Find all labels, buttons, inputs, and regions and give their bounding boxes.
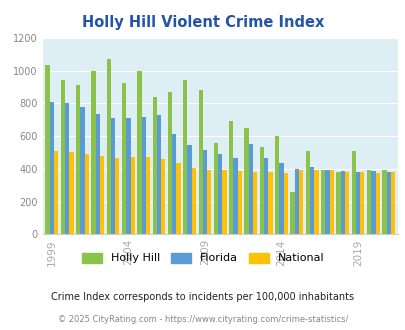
Bar	[141, 117, 145, 234]
Text: Holly Hill Violent Crime Index: Holly Hill Violent Crime Index	[82, 15, 323, 30]
Bar	[237, 171, 241, 234]
Bar	[115, 158, 119, 234]
Bar	[305, 151, 309, 234]
Bar	[187, 145, 191, 234]
Bar	[283, 173, 287, 234]
Bar	[95, 114, 100, 234]
Bar	[161, 159, 165, 234]
Bar	[340, 171, 344, 234]
Bar	[366, 171, 370, 234]
Bar	[298, 171, 303, 234]
Bar	[45, 65, 49, 234]
Bar	[390, 172, 394, 234]
Bar	[122, 83, 126, 234]
Legend: Holly Hill, Florida, National: Holly Hill, Florida, National	[81, 253, 324, 263]
Bar	[202, 150, 207, 234]
Text: Crime Index corresponds to incidents per 100,000 inhabitants: Crime Index corresponds to incidents per…	[51, 292, 354, 302]
Bar	[107, 59, 111, 234]
Bar	[263, 158, 268, 234]
Bar	[386, 172, 390, 234]
Bar	[344, 172, 348, 234]
Bar	[65, 103, 69, 234]
Bar	[69, 152, 73, 234]
Bar	[130, 157, 134, 234]
Bar	[222, 171, 226, 234]
Bar	[259, 147, 263, 234]
Bar	[252, 172, 257, 234]
Bar	[137, 71, 141, 234]
Bar	[176, 163, 180, 234]
Bar	[355, 172, 359, 234]
Bar	[351, 151, 355, 234]
Bar	[359, 172, 364, 234]
Bar	[61, 81, 65, 234]
Bar	[213, 143, 217, 234]
Bar	[198, 90, 202, 234]
Bar	[172, 134, 176, 234]
Bar	[100, 156, 104, 234]
Text: © 2025 CityRating.com - https://www.cityrating.com/crime-statistics/: © 2025 CityRating.com - https://www.city…	[58, 315, 347, 324]
Bar	[76, 85, 80, 234]
Bar	[248, 144, 252, 234]
Bar	[80, 107, 84, 234]
Bar	[290, 192, 294, 234]
Bar	[126, 118, 130, 234]
Bar	[152, 97, 156, 234]
Bar	[183, 81, 187, 234]
Bar	[275, 136, 279, 234]
Bar	[111, 118, 115, 234]
Bar	[375, 173, 379, 234]
Bar	[145, 157, 150, 234]
Bar	[233, 158, 237, 234]
Bar	[279, 163, 283, 234]
Bar	[370, 171, 375, 234]
Bar	[54, 151, 58, 234]
Bar	[156, 115, 161, 234]
Bar	[309, 167, 313, 234]
Bar	[313, 170, 318, 234]
Bar	[191, 168, 196, 234]
Bar	[244, 128, 248, 234]
Bar	[320, 171, 324, 234]
Bar	[228, 121, 233, 234]
Bar	[168, 92, 172, 234]
Bar	[294, 169, 298, 234]
Bar	[84, 154, 89, 234]
Bar	[49, 102, 54, 234]
Bar	[207, 170, 211, 234]
Bar	[91, 71, 95, 234]
Bar	[335, 172, 340, 234]
Bar	[217, 154, 222, 234]
Bar	[324, 171, 329, 234]
Bar	[382, 171, 386, 234]
Bar	[329, 170, 333, 234]
Bar	[268, 172, 272, 234]
